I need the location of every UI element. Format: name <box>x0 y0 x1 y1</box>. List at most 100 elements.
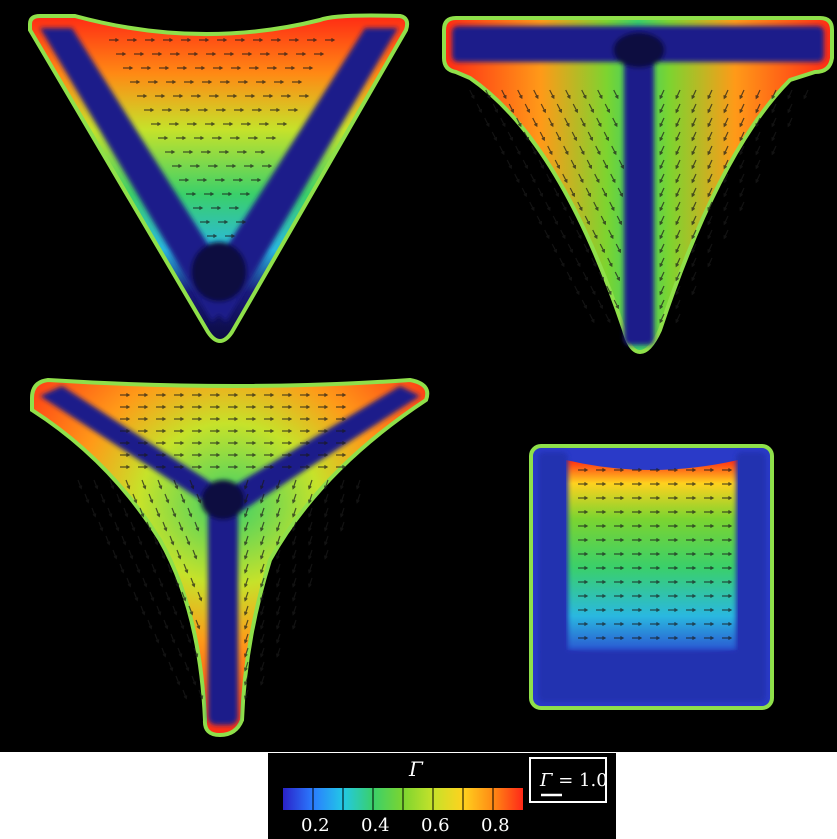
flow-arrow-icon <box>704 594 715 598</box>
flow-arrow-icon <box>152 52 163 56</box>
flow-arrow-icon <box>675 117 681 128</box>
flow-arrow-icon <box>210 417 221 421</box>
y-stem <box>208 495 238 725</box>
flow-arrow-icon <box>771 117 777 128</box>
flow-arrow-icon <box>228 393 239 397</box>
flow-arrow-icon <box>114 521 120 532</box>
flow-arrow-icon <box>569 187 575 198</box>
flow-arrow-icon <box>192 465 203 469</box>
flow-arrow-icon <box>739 131 745 142</box>
flow-arrow-icon <box>596 468 607 472</box>
flow-arrow-icon <box>130 521 136 532</box>
flow-arrow-icon <box>259 521 265 532</box>
flow-arrow-icon <box>594 173 600 184</box>
flow-arrow-icon <box>259 549 265 560</box>
flow-arrow-icon <box>243 633 249 644</box>
flow-arrow-icon <box>614 482 625 486</box>
flow-arrow-icon <box>723 173 729 184</box>
flow-arrow-icon <box>202 80 213 84</box>
flow-arrow-icon <box>704 524 715 528</box>
flow-arrow-icon <box>707 89 713 100</box>
flow-arrow-icon <box>579 145 585 156</box>
flow-arrow-icon <box>578 608 589 612</box>
flow-arrow-icon <box>172 605 178 616</box>
flow-arrow-icon <box>146 521 152 532</box>
flow-arrow-icon <box>723 117 729 128</box>
flow-arrow-icon <box>755 117 761 128</box>
flow-arrow-icon <box>256 80 267 84</box>
flow-arrow-icon <box>787 89 793 100</box>
flow-arrow-icon <box>144 108 155 112</box>
flow-arrow-icon <box>686 524 697 528</box>
colorbar-tick-label: 0.6 <box>421 815 450 836</box>
flow-arrow-icon <box>307 507 313 518</box>
flow-arrow-icon <box>548 117 554 128</box>
flow-arrow-icon <box>613 89 619 100</box>
flow-arrow-icon <box>185 535 191 546</box>
flow-arrow-icon <box>201 150 212 154</box>
flow-arrow-icon <box>675 229 681 240</box>
flow-arrow-icon <box>515 145 521 156</box>
flow-arrow-icon <box>536 215 542 226</box>
flow-arrow-icon <box>610 173 616 184</box>
flow-arrow-icon <box>596 608 607 612</box>
flow-arrow-icon <box>209 94 220 98</box>
flow-arrow-icon <box>530 173 536 184</box>
flow-arrow-icon <box>233 178 244 182</box>
flow-arrow-icon <box>596 496 607 500</box>
flow-arrow-icon <box>234 108 245 112</box>
flow-arrow-icon <box>538 159 544 170</box>
flow-arrow-icon <box>161 647 167 658</box>
flow-arrow-icon <box>303 66 314 70</box>
flow-arrow-icon <box>243 535 249 546</box>
flow-arrow-icon <box>565 89 571 100</box>
flow-arrow-icon <box>650 636 661 640</box>
flow-arrow-icon <box>200 220 211 224</box>
flow-arrow-icon <box>155 94 166 98</box>
flow-arrow-icon <box>288 108 299 112</box>
flow-arrow-icon <box>166 80 177 84</box>
flow-arrow-icon <box>771 131 777 142</box>
flow-arrow-icon <box>596 538 607 542</box>
flow-arrow-icon <box>585 187 591 198</box>
flow-arrow-icon <box>577 201 583 212</box>
flow-arrow-icon <box>650 524 661 528</box>
flow-arrow-icon <box>668 496 679 500</box>
flow-arrow-icon <box>275 535 281 546</box>
flow-arrow-icon <box>210 441 221 445</box>
flow-arrow-icon <box>291 507 297 518</box>
flow-arrow-icon <box>289 38 300 42</box>
flow-arrow-icon <box>184 80 195 84</box>
t-stem <box>624 40 654 345</box>
flow-arrow-icon <box>614 608 625 612</box>
flow-arrow-icon <box>318 393 329 397</box>
flow-arrow-icon <box>299 94 310 98</box>
flow-arrow-icon <box>151 122 162 126</box>
flow-arrow-icon <box>277 122 288 126</box>
flow-arrow-icon <box>531 145 537 156</box>
flow-arrow-icon <box>650 566 661 570</box>
flow-arrow-icon <box>707 173 713 184</box>
flow-arrow-icon <box>138 453 149 457</box>
flow-arrow-icon <box>650 622 661 626</box>
flow-arrow-icon <box>675 145 681 156</box>
flow-arrow-icon <box>138 393 149 397</box>
flow-arrow-icon <box>614 552 625 556</box>
flow-arrow-icon <box>226 164 237 168</box>
flow-arrow-icon <box>176 549 182 560</box>
colorbar-title: Γ <box>408 757 424 781</box>
flow-arrow-icon <box>242 52 253 56</box>
flow-arrow-icon <box>650 580 661 584</box>
flow-arrow-icon <box>659 173 665 184</box>
flow-arrow-icon <box>271 38 282 42</box>
u-left-bar <box>538 452 568 702</box>
flow-arrow-icon <box>598 271 604 282</box>
flow-arrow-icon <box>198 108 209 112</box>
flow-arrow-icon <box>179 619 185 630</box>
flow-arrow-icon <box>686 622 697 626</box>
flow-arrow-icon <box>722 510 733 514</box>
flow-arrow-icon <box>246 393 257 397</box>
flow-arrow-icon <box>336 405 347 409</box>
flow-arrow-icon <box>243 661 249 672</box>
panel-t-frame <box>442 16 834 355</box>
